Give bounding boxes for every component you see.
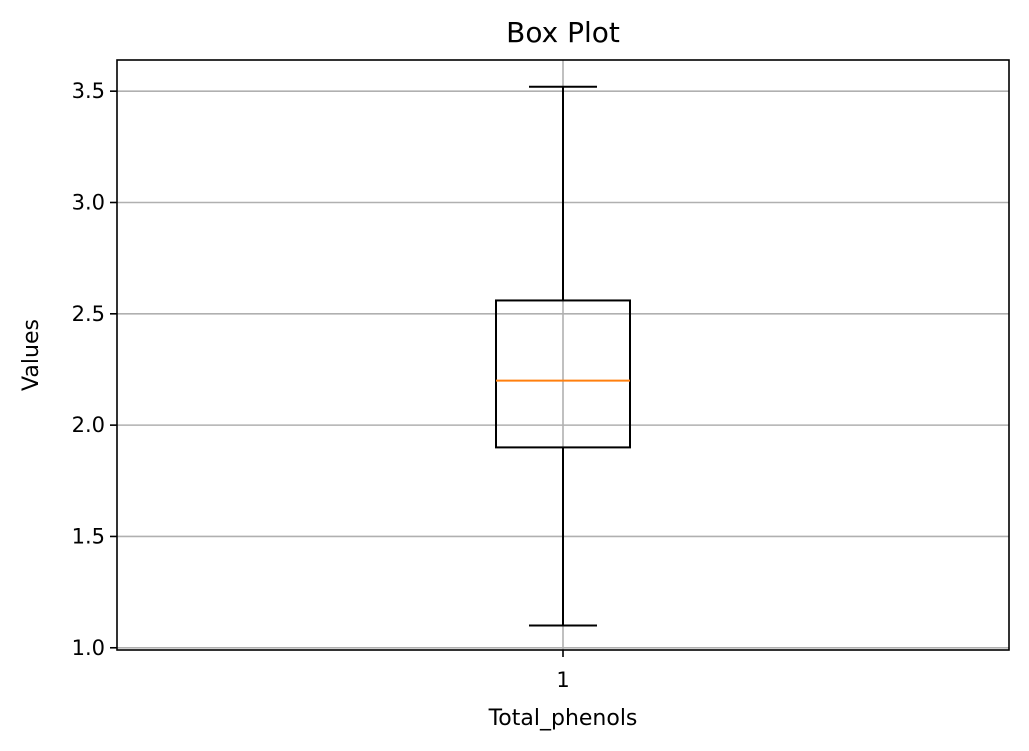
- y-tick-label: 1.0: [72, 636, 105, 660]
- iqr-box: [495, 299, 631, 449]
- chart-title: Box Plot: [506, 16, 620, 49]
- x-tick-label: 1: [556, 668, 569, 692]
- x-axis: 1: [556, 650, 570, 692]
- y-tick-label: 3.5: [72, 79, 105, 103]
- y-tick-label: 1.5: [72, 524, 105, 548]
- x-axis-label: Total_phenols: [488, 706, 638, 731]
- y-tick-label: 3.0: [72, 190, 105, 214]
- y-tick-label: 2.0: [72, 413, 105, 437]
- y-tick-label: 2.5: [72, 302, 105, 326]
- y-axis: 1.0 1.5 2.0 2.5 3.0 3.5: [72, 79, 117, 660]
- box-layer: [495, 85, 631, 627]
- y-axis-label: Values: [19, 319, 44, 391]
